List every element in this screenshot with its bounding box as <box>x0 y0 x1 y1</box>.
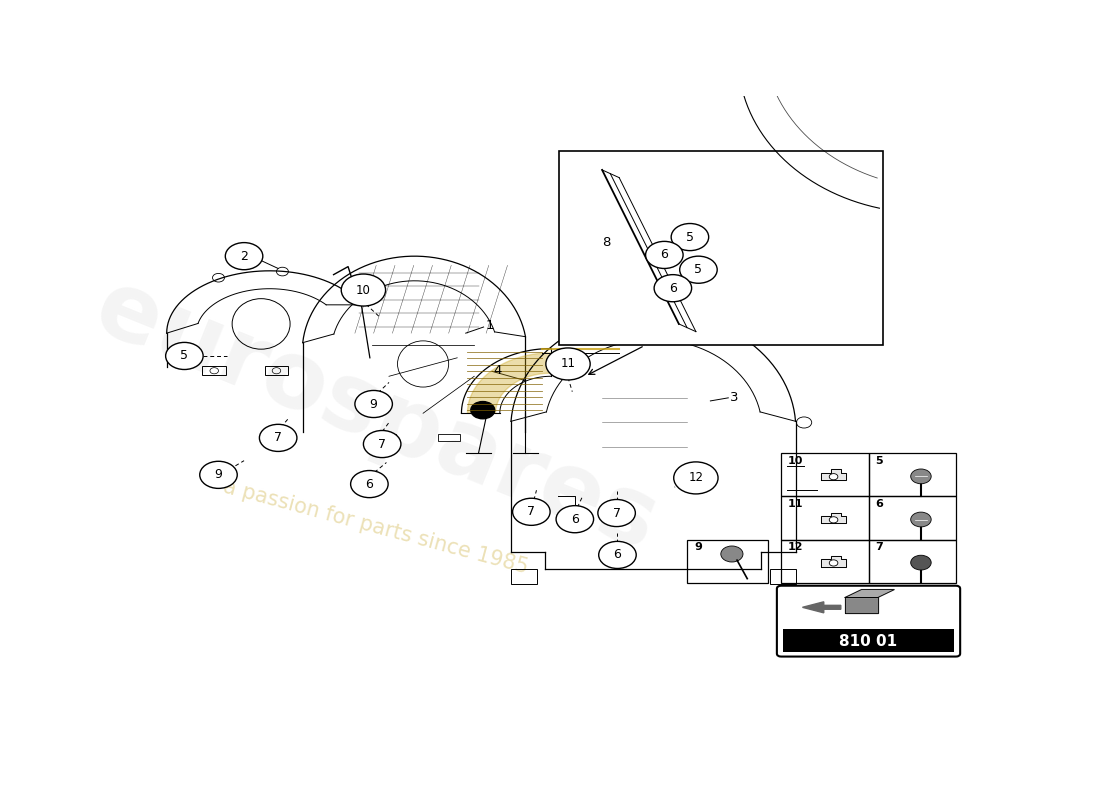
Bar <box>202 366 227 375</box>
Text: 7: 7 <box>527 506 536 518</box>
Circle shape <box>680 256 717 283</box>
Circle shape <box>351 470 388 498</box>
Polygon shape <box>822 470 846 480</box>
Text: 6: 6 <box>876 499 883 509</box>
Circle shape <box>260 424 297 451</box>
Bar <box>438 434 460 441</box>
Text: 6: 6 <box>669 282 676 294</box>
Bar <box>781 454 869 496</box>
Bar <box>869 496 956 539</box>
Text: 12: 12 <box>689 471 703 485</box>
Text: 7: 7 <box>876 542 883 552</box>
Text: a passion for parts since 1985: a passion for parts since 1985 <box>221 477 531 578</box>
Bar <box>783 629 954 652</box>
Circle shape <box>546 348 591 380</box>
Bar <box>512 569 537 585</box>
Polygon shape <box>822 556 846 566</box>
Bar <box>770 569 795 585</box>
Text: 5: 5 <box>876 456 883 466</box>
Text: 11: 11 <box>561 358 575 370</box>
Circle shape <box>829 474 838 480</box>
Bar <box>781 539 869 582</box>
Text: 7: 7 <box>274 431 283 444</box>
Circle shape <box>646 242 683 269</box>
Circle shape <box>829 517 838 523</box>
Polygon shape <box>822 513 846 523</box>
Circle shape <box>654 274 692 302</box>
Text: 5: 5 <box>686 230 694 243</box>
Text: 3: 3 <box>730 391 738 404</box>
Text: 7: 7 <box>378 438 386 450</box>
Circle shape <box>471 402 495 418</box>
Text: 9: 9 <box>370 398 377 410</box>
Text: 6: 6 <box>614 549 622 562</box>
Polygon shape <box>845 590 894 598</box>
Text: 8: 8 <box>603 236 611 249</box>
Text: 810 01: 810 01 <box>839 634 898 649</box>
Text: 11: 11 <box>788 499 803 509</box>
Text: 12: 12 <box>788 542 803 552</box>
Circle shape <box>598 542 636 569</box>
Circle shape <box>557 506 594 533</box>
Text: eurospares: eurospares <box>82 262 670 571</box>
Polygon shape <box>468 353 551 414</box>
Circle shape <box>226 242 263 270</box>
Bar <box>560 151 883 346</box>
Circle shape <box>829 560 838 566</box>
Text: 6: 6 <box>660 249 669 262</box>
Text: 2: 2 <box>240 250 248 262</box>
Bar <box>781 496 869 539</box>
Bar <box>374 434 396 441</box>
Circle shape <box>355 390 393 418</box>
Circle shape <box>911 555 932 570</box>
Text: 4: 4 <box>494 364 503 377</box>
Text: 5: 5 <box>694 263 703 276</box>
Circle shape <box>671 223 708 250</box>
Text: 6: 6 <box>365 478 373 490</box>
Circle shape <box>166 342 204 370</box>
Bar <box>688 539 768 582</box>
Circle shape <box>598 499 636 526</box>
Text: 10: 10 <box>788 456 803 466</box>
Text: 5: 5 <box>180 350 188 362</box>
Circle shape <box>673 462 718 494</box>
Bar <box>264 366 288 375</box>
Text: 6: 6 <box>571 513 579 526</box>
Circle shape <box>720 546 742 562</box>
Text: 7: 7 <box>613 506 620 519</box>
Circle shape <box>911 512 932 527</box>
Circle shape <box>513 498 550 526</box>
Circle shape <box>200 462 238 488</box>
Text: 9: 9 <box>694 542 702 552</box>
Polygon shape <box>845 598 878 614</box>
Bar <box>869 454 956 496</box>
Text: 9: 9 <box>214 468 222 482</box>
FancyBboxPatch shape <box>777 586 960 657</box>
Bar <box>869 539 956 582</box>
Circle shape <box>341 274 386 306</box>
Text: 1: 1 <box>485 318 494 332</box>
Text: 10: 10 <box>356 283 371 297</box>
Circle shape <box>911 469 932 484</box>
Polygon shape <box>803 602 840 613</box>
Circle shape <box>363 430 400 458</box>
